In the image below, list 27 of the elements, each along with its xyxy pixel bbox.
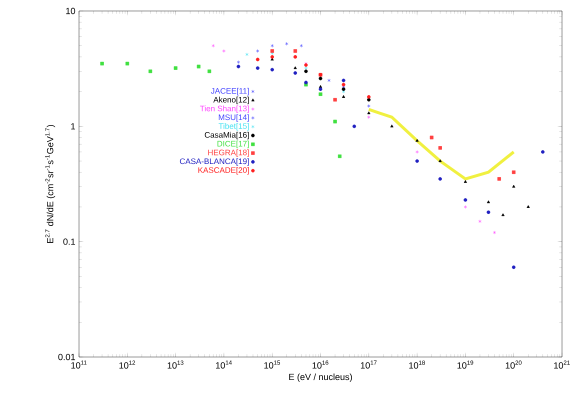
y-tick-label: 1 [71, 123, 76, 130]
legend-label: Tien Shan[13] [200, 105, 249, 113]
legend-label: DICE[17] [218, 140, 249, 148]
text: E$^{2.7}$ dN/dE (cm$^{-2}$sr$^{-1}$s$^{-1}$GeV$^{1.7}$) [45, 124, 56, 243]
x-tick-label: 10$^{21}$ [554, 360, 570, 369]
y-tick-label: 10 [66, 8, 76, 14]
x-tick-label: 10$^{18}$ [409, 360, 425, 369]
legend-label: CASA-BLANCA[19] [180, 158, 249, 166]
legend-label: HEGRA[18] [208, 149, 249, 157]
legend-label: CasaMia[16] [204, 132, 249, 140]
legend-label: Akeno[12] [213, 96, 249, 104]
x-tick-label: 10$^{20}$ [506, 360, 522, 369]
x-tick-label: 10$^{15}$ [264, 360, 280, 369]
x-tick-label: 10$^{13}$ [168, 360, 184, 369]
y-tick-label: 0.1 [63, 238, 76, 245]
y-tick-label: 0.01 [58, 354, 76, 360]
x-axis-title: E (eV / nucleus) [289, 374, 352, 382]
x-tick-label: 10$^{19}$ [458, 360, 474, 369]
legend-label: JACEE[11] [210, 88, 249, 96]
legend-label: KASCADE[20] [198, 167, 249, 174]
x-tick-label: 10$^{12}$ [119, 360, 136, 369]
legend-label: MSU[14] [218, 114, 249, 122]
x-tick-label: 10$^{14}$ [216, 360, 232, 369]
x-tick-label: 10$^{17}$ [360, 360, 377, 369]
legend-label: Tibet[15] [218, 123, 249, 131]
x-tick-label: 10$^{16}$ [312, 360, 328, 369]
x-tick-label: 10$^{11}$ [71, 360, 87, 369]
